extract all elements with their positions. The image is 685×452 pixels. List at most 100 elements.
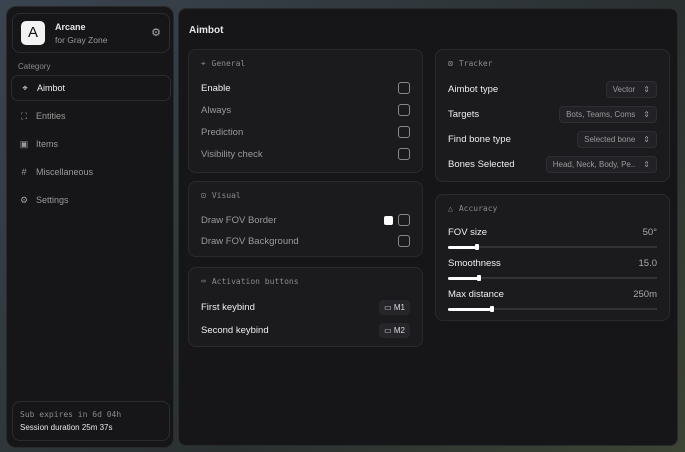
select-value: Vector [612, 84, 636, 94]
hash-icon: # [21, 167, 27, 177]
key-label: M2 [393, 325, 405, 335]
chevron-updown-icon: ⇕ [643, 159, 650, 169]
prediction-row[interactable]: Prediction [201, 124, 410, 140]
app-logo: A [21, 21, 45, 45]
slider-track[interactable] [448, 275, 657, 281]
row-label: Targets [448, 108, 480, 120]
key-label: M1 [393, 302, 405, 312]
card-title: Visual [211, 191, 241, 200]
select-value: Head, Neck, Body, Pe.. [552, 159, 636, 169]
row-label: Draw FOV Border [201, 214, 277, 226]
slider-label: Smoothness [448, 258, 501, 269]
targets-select[interactable]: Bots, Teams, Coms ⇕ [559, 105, 657, 123]
slider-label: FOV size [448, 227, 488, 238]
row-label: Aimbot type [448, 83, 499, 95]
sidebar-item-items[interactable]: ▣ Items [11, 131, 171, 157]
row-label: Prediction [201, 126, 244, 138]
prediction-checkbox[interactable] [398, 126, 410, 138]
select-value: Selected bone [584, 134, 636, 144]
app-name: Arcane [55, 22, 86, 32]
keyboard-icon: ⌨ [201, 277, 206, 286]
chevron-updown-icon: ⇕ [643, 134, 650, 144]
always-row[interactable]: Always [201, 102, 410, 118]
card-title: Tracker [458, 59, 493, 68]
enable-row[interactable]: Enable [201, 80, 410, 96]
page-title: Aimbot [189, 25, 224, 36]
visual-card: ⊡ Visual Draw FOV Border Draw FOV Backgro… [188, 181, 423, 257]
slider-handle[interactable] [477, 275, 482, 281]
eye-box-icon: ⊡ [201, 191, 206, 200]
row-label: Draw FOV Background [201, 235, 299, 247]
card-title: Accuracy [458, 204, 498, 213]
gear-icon: ⚙ [19, 194, 29, 205]
slider-track[interactable] [448, 306, 657, 312]
triangle-icon: △ [448, 204, 453, 213]
main-panel: Aimbot ⌖ General Enable Always Prediction… [178, 8, 678, 446]
fov-background-checkbox[interactable] [398, 235, 410, 247]
chevron-updown-icon: ⇕ [643, 109, 650, 119]
always-checkbox[interactable] [398, 104, 410, 116]
slider-handle[interactable] [475, 244, 480, 250]
max-distance-slider[interactable]: Max distance 250m [448, 289, 657, 312]
row-label: Enable [201, 82, 231, 94]
find-bone-select[interactable]: Selected bone ⇕ [577, 130, 657, 148]
sidebar-item-label: Items [36, 139, 59, 149]
slider-handle[interactable] [489, 306, 494, 312]
sidebar-item-miscellaneous[interactable]: # Miscellaneous [11, 159, 171, 185]
fov-border-row[interactable]: Draw FOV Border [201, 212, 410, 228]
aimbot-type-row: Aimbot type Vector ⇕ [448, 80, 657, 98]
crosshair-icon: ⌖ [201, 59, 206, 68]
crosshair-icon: ⌖ [22, 82, 28, 93]
app-brand: A Arcane for Gray Zone ⚙ [12, 13, 170, 53]
aimbot-type-select[interactable]: Vector ⇕ [605, 80, 657, 98]
slider-value: 15.0 [638, 258, 658, 269]
slider-track[interactable] [448, 244, 657, 250]
targets-row: Targets Bots, Teams, Coms ⇕ [448, 105, 657, 123]
color-swatch[interactable] [384, 215, 393, 225]
gear-icon[interactable]: ⚙ [151, 27, 161, 39]
category-label: Category [18, 62, 51, 71]
slider-value: 250m [633, 289, 657, 300]
slider-fill [448, 276, 480, 280]
enable-checkbox[interactable] [398, 82, 410, 94]
smoothness-slider[interactable]: Smoothness 15.0 [448, 258, 658, 281]
card-title: General [211, 59, 246, 68]
sidebar-item-entities[interactable]: ⛶ Entities [11, 103, 171, 129]
chart-icon: ⊠ [448, 59, 453, 68]
fov-border-checkbox[interactable] [398, 214, 410, 226]
session-duration: Session duration 25m 37s [20, 423, 113, 432]
select-value: Bots, Teams, Coms [566, 109, 636, 119]
bones-selected-select[interactable]: Head, Neck, Body, Pe.. ⇕ [545, 155, 657, 173]
chevron-updown-icon: ⇕ [643, 84, 650, 94]
find-bone-row: Find bone type Selected bone ⇕ [448, 130, 657, 148]
box-icon: ▣ [19, 138, 29, 149]
visibility-checkbox[interactable] [398, 148, 410, 160]
sidebar-item-aimbot[interactable]: ⌖ Aimbot [11, 75, 171, 101]
first-keybind-row: First keybind ▭ M1 [201, 299, 410, 315]
first-keybind-button[interactable]: ▭ M1 [379, 299, 410, 315]
fov-background-row[interactable]: Draw FOV Background [201, 233, 410, 249]
accuracy-card: △ Accuracy FOV size 50° Smoothness 15.0 Max… [435, 194, 670, 321]
bones-selected-row: Bones Selected Head, Neck, Body, Pe.. ⇕ [448, 155, 657, 173]
row-label: Bones Selected [448, 158, 515, 170]
sidebar: A Arcane for Gray Zone ⚙ Category ⌖ Aimbo… [6, 6, 174, 448]
sidebar-item-label: Entities [36, 111, 66, 121]
row-label: First keybind [201, 301, 255, 313]
row-label: Second keybind [201, 324, 269, 336]
visibility-row[interactable]: Visibility check [201, 146, 410, 162]
fov-size-slider[interactable]: FOV size 50° [448, 227, 657, 250]
subscription-info: Sub expires in 6d 04h Session duration 2… [12, 401, 170, 441]
slider-value: 50° [642, 227, 657, 238]
sidebar-item-label: Aimbot [37, 83, 66, 93]
user-scan-icon: ⛶ [20, 110, 28, 121]
general-card: ⌖ General Enable Always Prediction Visibi… [188, 49, 423, 173]
row-label: Visibility check [201, 148, 263, 160]
app-subtitle: for Gray Zone [55, 35, 108, 45]
sidebar-item-label: Miscellaneous [36, 167, 94, 177]
sidebar-item-settings[interactable]: ⚙ Settings [11, 187, 171, 213]
second-keybind-row: Second keybind ▭ M2 [201, 322, 410, 338]
row-label: Always [201, 104, 232, 116]
tracker-card: ⊠ Tracker Aimbot type Vector ⇕ Targets Bots,… [435, 49, 670, 182]
slider-fill [448, 307, 492, 311]
second-keybind-button[interactable]: ▭ M2 [379, 322, 410, 338]
